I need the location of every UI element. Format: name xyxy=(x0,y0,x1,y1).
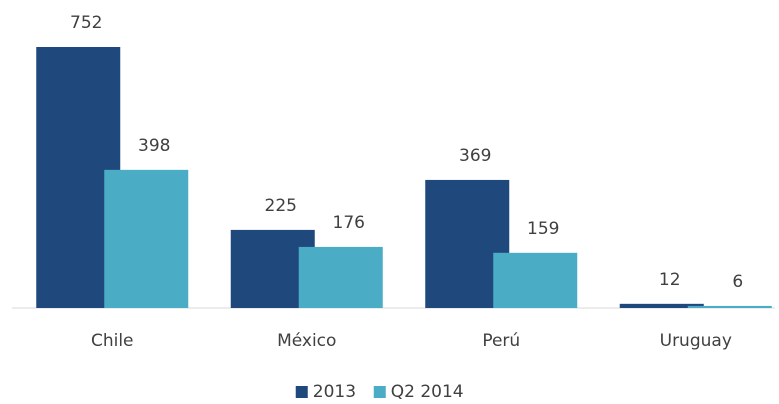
x-tick-label: Uruguay xyxy=(660,331,732,351)
legend-swatch xyxy=(373,386,386,398)
data-label: 159 xyxy=(527,219,559,239)
legend-label: Q2 2014 xyxy=(391,382,464,402)
data-label: 225 xyxy=(265,196,297,216)
x-tick-label: Perú xyxy=(482,331,520,351)
data-label: 752 xyxy=(70,13,102,33)
bar xyxy=(619,303,704,308)
legend-swatch xyxy=(295,386,308,398)
bar xyxy=(298,246,383,308)
data-label: 12 xyxy=(659,270,681,290)
data-label: 398 xyxy=(138,136,170,156)
bar xyxy=(687,305,772,308)
data-label: 176 xyxy=(333,213,365,233)
x-tick-label: Chile xyxy=(91,331,134,351)
legend-label: 2013 xyxy=(313,382,356,402)
bar xyxy=(493,252,578,308)
data-label: 369 xyxy=(459,146,491,166)
data-label: 6 xyxy=(732,272,743,292)
bar xyxy=(104,169,189,308)
x-tick-label: México xyxy=(277,331,336,351)
